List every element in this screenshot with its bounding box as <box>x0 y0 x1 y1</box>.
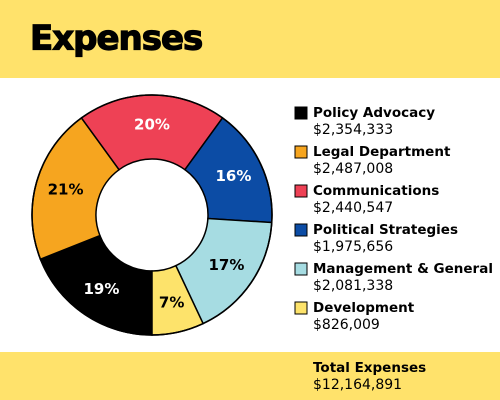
total-label: Total Expenses <box>313 360 426 376</box>
footer-band <box>0 352 500 400</box>
legend-name: Legal Department <box>313 144 451 160</box>
segment-label: 21% <box>48 180 84 198</box>
legend-swatch <box>294 262 308 276</box>
segment-label: 17% <box>208 256 244 274</box>
legend-swatch <box>294 106 308 120</box>
legend-name: Management & General <box>313 261 493 277</box>
legend-name: Political Strategies <box>313 222 458 238</box>
legend-name: Communications <box>313 183 439 199</box>
legend-swatch <box>294 301 308 315</box>
legend-amount: $2,487,008 <box>313 161 393 177</box>
donut-outline <box>31 94 273 336</box>
legend-amount: $2,081,338 <box>313 278 393 294</box>
total-amount: $12,164,891 <box>313 377 402 393</box>
legend-amount: $1,975,656 <box>313 239 393 255</box>
header-band <box>0 0 500 78</box>
legend-swatch <box>294 145 308 159</box>
legend-swatch <box>294 184 308 198</box>
chart-title: Expenses <box>30 19 202 59</box>
legend-amount: $2,440,547 <box>313 200 393 216</box>
segment-label: 19% <box>83 280 119 298</box>
legend-name: Development <box>313 300 415 316</box>
legend-name: Policy Advocacy <box>313 105 435 121</box>
legend-amount: $2,354,333 <box>313 122 393 138</box>
legend-amount: $826,009 <box>313 317 380 333</box>
segment-label: 16% <box>215 167 251 185</box>
segment-label: 20% <box>134 116 170 134</box>
segment-label: 7% <box>159 293 184 311</box>
legend-swatch <box>294 223 308 237</box>
